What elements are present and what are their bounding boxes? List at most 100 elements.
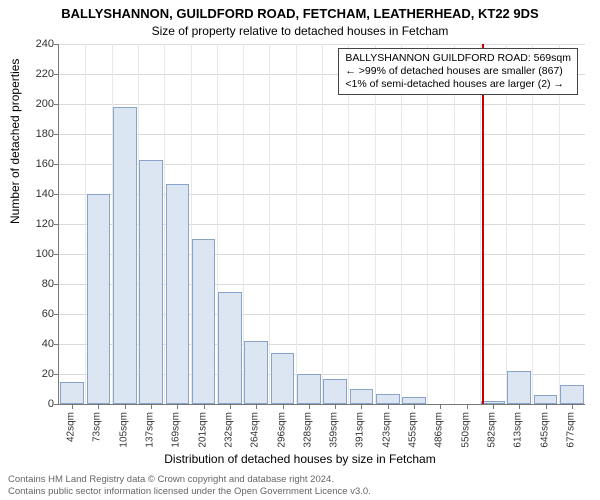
histogram-bar (323, 379, 347, 405)
histogram-bar (376, 394, 400, 405)
ytick-mark (54, 104, 59, 105)
footer-attribution: Contains HM Land Registry data © Crown c… (8, 474, 371, 497)
ytick-label: 240 (14, 38, 54, 50)
xtick-mark (467, 404, 468, 409)
ytick-mark (54, 164, 59, 165)
xtick-label: 264sqm (250, 412, 261, 448)
histogram-bar (271, 353, 295, 404)
annotation-line1: BALLYSHANNON GUILDFORD ROAD: 569sqm (345, 52, 571, 64)
ytick-mark (54, 344, 59, 345)
ytick-mark (54, 314, 59, 315)
xtick-mark (151, 404, 152, 409)
gridline-v (559, 44, 560, 404)
xtick-label: 645sqm (539, 412, 550, 448)
histogram-bar (297, 374, 321, 404)
xtick-mark (440, 404, 441, 409)
ytick-label: 200 (14, 98, 54, 110)
ytick-mark (54, 194, 59, 195)
xtick-mark (72, 404, 73, 409)
gridline-v (427, 44, 428, 404)
ytick-mark (54, 224, 59, 225)
xtick-label: 455sqm (408, 412, 419, 448)
footer-line1: Contains HM Land Registry data © Crown c… (8, 474, 334, 485)
histogram-bar (507, 371, 531, 404)
xtick-mark (309, 404, 310, 409)
gridline-v (296, 44, 297, 404)
xtick-label: 486sqm (434, 412, 445, 448)
xtick-label: 169sqm (171, 412, 182, 448)
histogram-bar (60, 382, 84, 405)
chart-title-main: BALLYSHANNON, GUILDFORD ROAD, FETCHAM, L… (0, 6, 600, 21)
annotation-line2: ← >99% of detached houses are smaller (8… (345, 65, 562, 77)
footer-line2: Contains public sector information licen… (8, 486, 371, 497)
ytick-label: 180 (14, 128, 54, 140)
ytick-mark (54, 374, 59, 375)
xtick-label: 105sqm (118, 412, 129, 448)
gridline-v (401, 44, 402, 404)
histogram-bar (139, 160, 163, 405)
ytick-label: 160 (14, 158, 54, 170)
ytick-mark (54, 134, 59, 135)
histogram-bar (402, 397, 426, 405)
ytick-label: 100 (14, 248, 54, 260)
histogram-bar (87, 194, 111, 404)
ytick-label: 60 (14, 308, 54, 320)
xtick-mark (414, 404, 415, 409)
ytick-mark (54, 404, 59, 405)
xtick-label: 42sqm (66, 412, 77, 442)
reference-line (482, 44, 484, 404)
xtick-label: 73sqm (92, 412, 103, 442)
histogram-bar (244, 341, 268, 404)
histogram-bar (113, 107, 137, 404)
xtick-mark (230, 404, 231, 409)
plot-area (58, 44, 585, 405)
gridline-v (454, 44, 455, 404)
gridline-v (322, 44, 323, 404)
histogram-bar (192, 239, 216, 404)
chart-container: BALLYSHANNON, GUILDFORD ROAD, FETCHAM, L… (0, 0, 600, 500)
ytick-mark (54, 254, 59, 255)
histogram-bar (534, 395, 558, 404)
ytick-label: 80 (14, 278, 54, 290)
ytick-label: 140 (14, 188, 54, 200)
xtick-mark (519, 404, 520, 409)
xtick-label: 328sqm (302, 412, 313, 448)
gridline-v (348, 44, 349, 404)
xtick-mark (335, 404, 336, 409)
gridline-v (375, 44, 376, 404)
histogram-bar (166, 184, 190, 405)
xtick-label: 296sqm (276, 412, 287, 448)
xtick-label: 550sqm (460, 412, 471, 448)
xtick-mark (256, 404, 257, 409)
gridline-v (506, 44, 507, 404)
histogram-bar (560, 385, 584, 405)
x-axis-label: Distribution of detached houses by size … (0, 452, 600, 466)
gridline-v (480, 44, 481, 404)
xtick-label: 677sqm (565, 412, 576, 448)
xtick-label: 201sqm (197, 412, 208, 448)
ytick-mark (54, 44, 59, 45)
xtick-mark (493, 404, 494, 409)
xtick-mark (546, 404, 547, 409)
ytick-label: 40 (14, 338, 54, 350)
annotation-line3: <1% of semi-detached houses are larger (… (345, 78, 564, 90)
xtick-label: 582sqm (486, 412, 497, 448)
xtick-mark (204, 404, 205, 409)
xtick-label: 391sqm (355, 412, 366, 448)
xtick-mark (361, 404, 362, 409)
histogram-bar (218, 292, 242, 405)
xtick-label: 423sqm (381, 412, 392, 448)
xtick-label: 137sqm (145, 412, 156, 448)
ytick-mark (54, 74, 59, 75)
xtick-mark (98, 404, 99, 409)
ytick-label: 120 (14, 218, 54, 230)
xtick-mark (125, 404, 126, 409)
ytick-label: 0 (14, 398, 54, 410)
xtick-label: 232sqm (223, 412, 234, 448)
gridline-v (269, 44, 270, 404)
histogram-bar (350, 389, 374, 404)
xtick-label: 613sqm (513, 412, 524, 448)
xtick-mark (388, 404, 389, 409)
ytick-mark (54, 284, 59, 285)
chart-title-sub: Size of property relative to detached ho… (0, 24, 600, 38)
